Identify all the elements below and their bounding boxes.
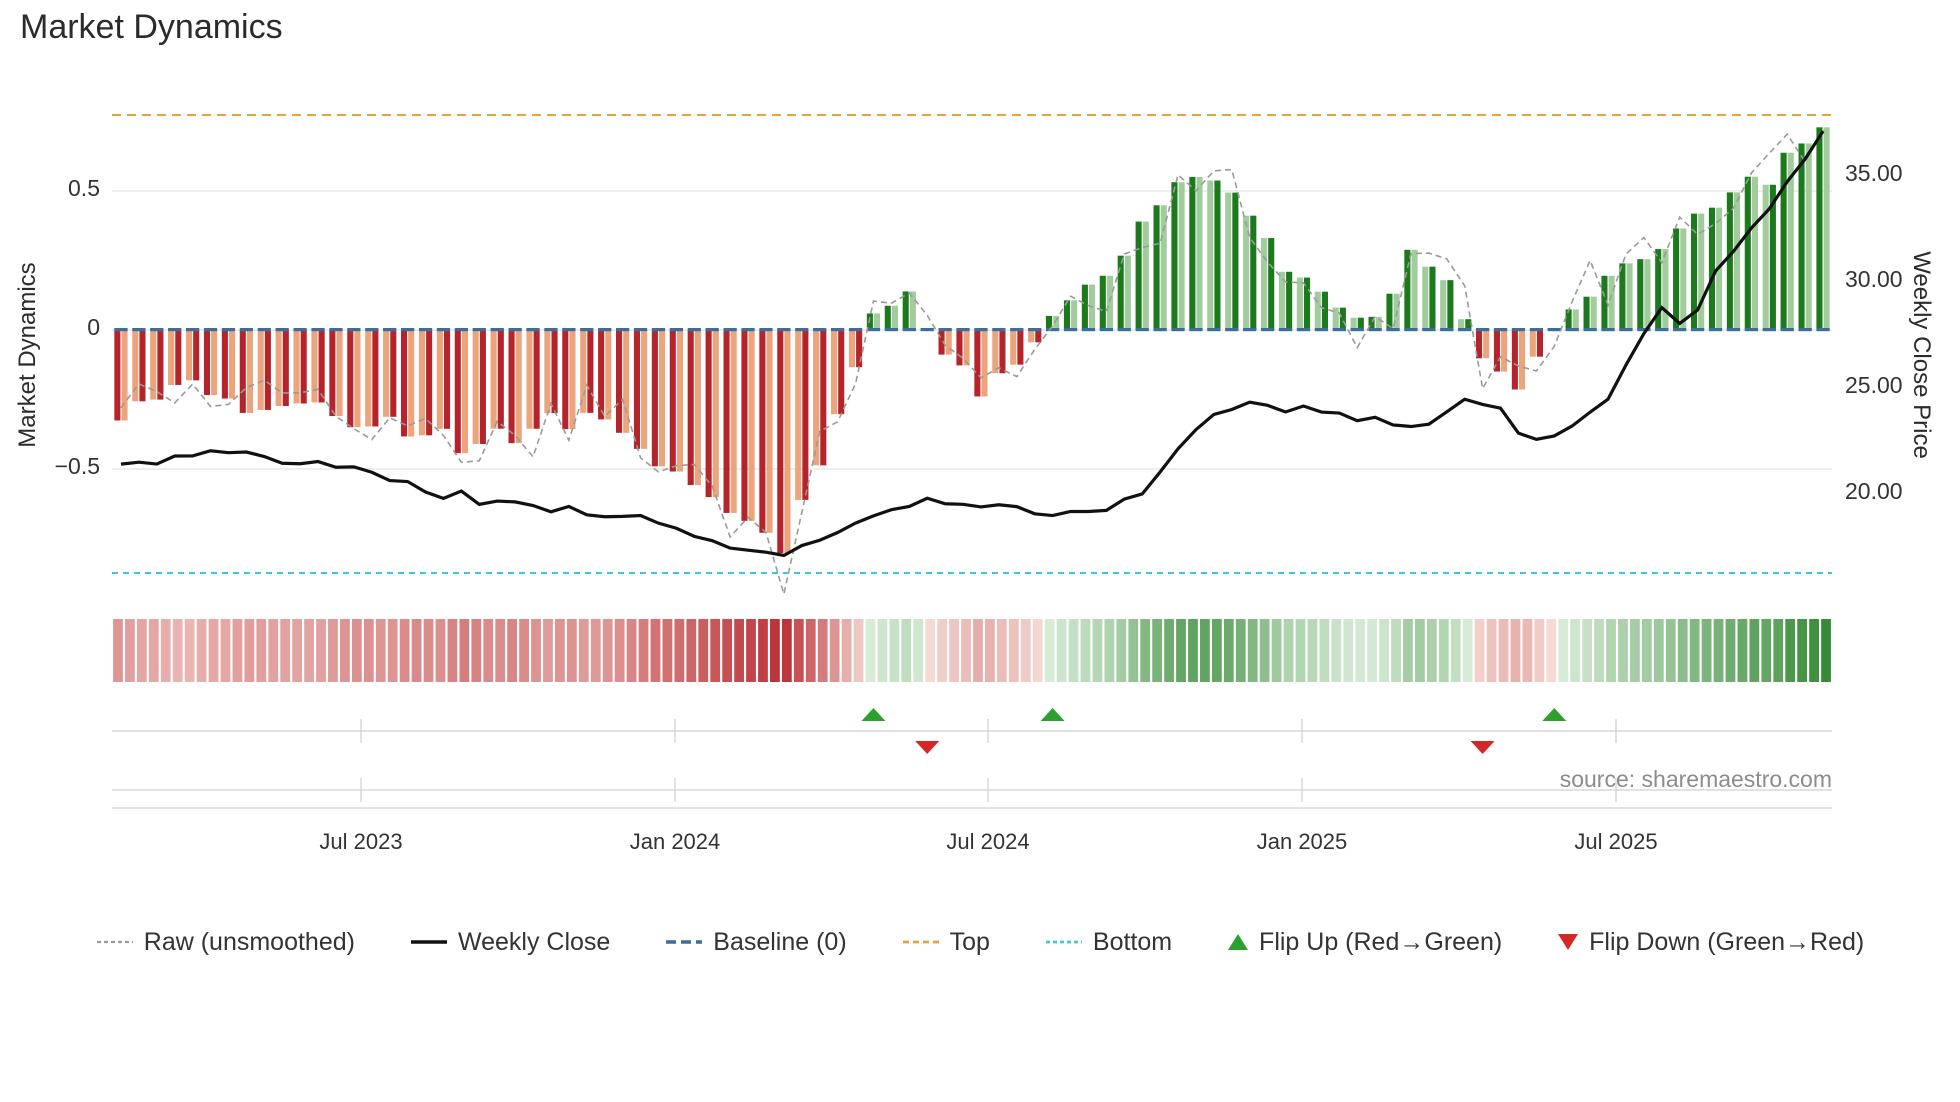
svg-text:Jan 2024: Jan 2024 bbox=[630, 829, 721, 854]
svg-text:Jul 2023: Jul 2023 bbox=[319, 829, 402, 854]
svg-text:Jul 2024: Jul 2024 bbox=[946, 829, 1029, 854]
svg-text:Jan 2025: Jan 2025 bbox=[1257, 829, 1348, 854]
svg-text:source: sharemaestro.com: source: sharemaestro.com bbox=[1560, 766, 1832, 792]
svg-text:Jul 2025: Jul 2025 bbox=[1574, 829, 1657, 854]
